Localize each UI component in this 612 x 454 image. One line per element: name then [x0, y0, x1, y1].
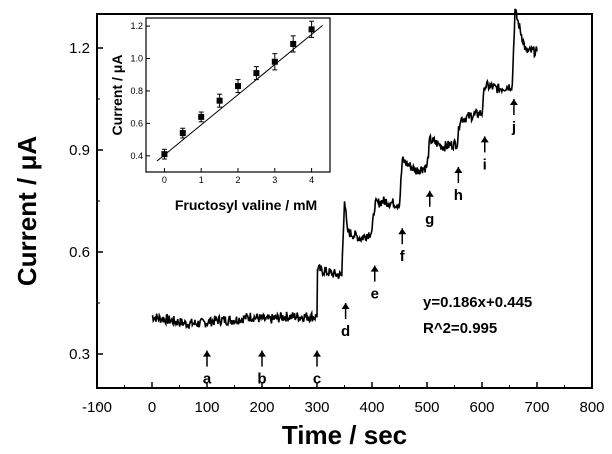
inset-data-point	[198, 113, 205, 120]
inset-y-tick-label: 0.4	[130, 151, 143, 161]
main-x-tick-label: 400	[359, 399, 384, 416]
main-x-tick-label: 300	[304, 399, 329, 416]
inset-y-tick-label: 0.6	[130, 118, 143, 128]
main-y-tick-label: 0.3	[69, 346, 90, 363]
marker-arrow-head	[313, 350, 321, 357]
inset-data-point	[271, 58, 278, 65]
marker-label-h: h	[454, 187, 463, 204]
inset-data-point	[308, 26, 315, 33]
marker-arrow-head	[341, 303, 350, 309]
inset-x-tick-label: 1	[199, 175, 204, 185]
main-y-tick-label: 0.9	[69, 142, 90, 159]
inset-y-axis-title: Current / μA	[109, 55, 125, 136]
main-x-tick-label: 700	[524, 399, 549, 416]
inset-data-point	[253, 70, 260, 77]
regression-r-squared: R^2=0.995	[423, 320, 497, 337]
inset-data-point	[235, 83, 241, 90]
marker-label-i: i	[483, 156, 487, 173]
main-y-axis-title: Current / μA	[12, 136, 42, 286]
inset-x-axis: 0 1 2 3 4	[162, 168, 314, 185]
inset-x-tick-label: 2	[235, 175, 240, 185]
inset-x-tick-label: 0	[162, 175, 167, 185]
inset-y-tick-label: 1.0	[130, 54, 143, 64]
marker-label-d: d	[341, 323, 350, 340]
marker-label-a: a	[203, 371, 212, 388]
marker-arrow-head	[425, 190, 434, 197]
main-y-axis: 0.3 0.6 0.9 1.2	[69, 40, 103, 406]
marker-label-b: b	[257, 371, 266, 388]
marker-arrow-head	[203, 350, 211, 357]
main-x-axis: -100 0 100 200 300 400 500 600 700 800	[82, 382, 605, 416]
inset-y-tick-label: 0.8	[130, 86, 143, 96]
main-plot: -100 0 100 200 300 400 500 600 700 800 0.3 0.6 0.9 1…	[12, 8, 605, 450]
main-x-axis-title: Time / sec	[282, 420, 407, 450]
regression-equation: y=0.186x+0.445	[423, 294, 532, 311]
main-x-tick-label: -100	[82, 399, 112, 416]
marker-label-c: c	[313, 371, 321, 388]
marker-arrow-head	[258, 350, 266, 357]
inset-plot-frame	[145, 17, 331, 173]
inset-data-point	[179, 130, 186, 137]
marker-arrow-head	[398, 228, 407, 235]
marker-label-f: f	[400, 248, 406, 265]
main-x-tick-label: 0	[148, 399, 156, 416]
marker-label-e: e	[371, 286, 379, 303]
marker-arrow-head	[370, 265, 379, 272]
inset-data-point	[161, 151, 168, 158]
injection-markers: a b c d e f g h i j	[203, 99, 518, 388]
main-x-tick-label: 800	[579, 399, 604, 416]
inset-x-tick-label: 4	[309, 175, 314, 185]
marker-label-j: j	[511, 119, 516, 136]
inset-x-tick-label: 3	[272, 175, 277, 185]
inset-data-point	[216, 97, 223, 104]
main-y-tick-label: 0.6	[69, 244, 90, 261]
inset-y-tick-label: 1.2	[130, 21, 143, 31]
inset-data-points	[161, 20, 315, 160]
main-x-tick-label: 100	[194, 399, 219, 416]
main-x-tick-label: 600	[469, 399, 494, 416]
inset-plot: 0 1 2 3 4 0.4 0.6 0.8 1.0 1.2 Fructosyl valine /…	[109, 17, 331, 213]
inset-x-axis-title: Fructosyl valine / mM	[175, 197, 317, 213]
main-x-tick-label: 200	[249, 399, 274, 416]
marker-arrow-head	[454, 167, 463, 173]
main-x-tick-label: 500	[414, 399, 439, 416]
inset-y-axis: 0.4 0.6 0.8 1.0 1.2	[130, 21, 150, 161]
marker-arrow-head	[480, 136, 489, 143]
main-series-line	[151, 8, 538, 330]
marker-label-g: g	[425, 211, 434, 228]
marker-arrow-head	[509, 99, 518, 105]
inset-data-point	[290, 40, 297, 47]
main-y-tick-label: 1.2	[69, 40, 90, 57]
